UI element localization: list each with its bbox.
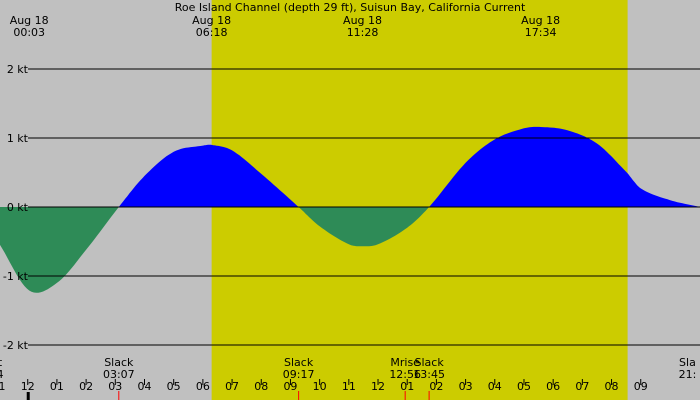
hour-tick-layer: 11 12 01 02 03 04 05 06 07 08 09 10 11 12 01 02 03 04 05 06… bbox=[0, 379, 648, 400]
y-tick-label: -2 kt bbox=[3, 339, 29, 352]
flood-current-area bbox=[118, 144, 299, 207]
hour-tick-label: 08 bbox=[254, 380, 268, 393]
extreme-time-label: 11:28 bbox=[347, 26, 379, 39]
hour-tick-label: 03 bbox=[108, 380, 122, 393]
extreme-time-label: 06:18 bbox=[196, 26, 228, 39]
hour-tick-label: 02 bbox=[79, 380, 93, 393]
y-tick-label: -1 kt bbox=[3, 270, 29, 283]
hour-tick-label: 11 bbox=[342, 380, 356, 393]
current-area-layer bbox=[0, 126, 700, 293]
hour-tick-label: 09 bbox=[283, 380, 297, 393]
extreme-time-label: 00:03 bbox=[13, 26, 45, 39]
hour-tick-label: 11 bbox=[0, 380, 6, 393]
hour-tick-label: 07 bbox=[575, 380, 589, 393]
hour-tick-label: 08 bbox=[605, 380, 619, 393]
hour-tick-label: 10 bbox=[313, 380, 327, 393]
event-name-label: Slack bbox=[104, 356, 134, 369]
event-name-label: Slack bbox=[415, 356, 445, 369]
event-label-layer: t4Slack03:07Slack09:17Mrise12:56Slack13:… bbox=[0, 356, 696, 400]
hour-tick-label: 02 bbox=[429, 380, 443, 393]
gridline-layer bbox=[28, 68, 700, 346]
event-name-label: Slack bbox=[284, 356, 314, 369]
extreme-date-label: Aug 18 bbox=[343, 14, 382, 27]
hour-tick-label: 07 bbox=[225, 380, 239, 393]
hour-tick-label: 06 bbox=[546, 380, 560, 393]
hour-tick-label: 01 bbox=[50, 380, 64, 393]
ebb-current-area bbox=[298, 207, 430, 247]
hour-tick-label: 12 bbox=[21, 380, 35, 393]
event-time-label: 03:07 bbox=[103, 368, 135, 381]
extreme-date-label: Aug 18 bbox=[521, 14, 560, 27]
event-name-label: t bbox=[0, 356, 3, 369]
event-time-label: 13:45 bbox=[413, 368, 445, 381]
event-time-label: 21: bbox=[679, 368, 697, 381]
extreme-date-label: Aug 18 bbox=[192, 14, 231, 27]
midnight-marker bbox=[26, 392, 30, 400]
chart-title: Roe Island Channel (depth 29 ft), Suisun… bbox=[175, 1, 526, 14]
event-time-label: 09:17 bbox=[283, 368, 315, 381]
y-tick-label: 0 kt bbox=[7, 201, 29, 214]
event-name-label: Sla bbox=[679, 356, 696, 369]
hour-tick-label: 09 bbox=[634, 380, 648, 393]
extreme-time-label: 17:34 bbox=[525, 26, 557, 39]
hour-tick-label: 01 bbox=[400, 380, 414, 393]
hour-tick-label: 05 bbox=[517, 380, 531, 393]
y-tick-label: 2 kt bbox=[7, 63, 29, 76]
hour-tick-label: 06 bbox=[196, 380, 210, 393]
hour-tick-label: 04 bbox=[137, 380, 151, 393]
y-tick-label: 1 kt bbox=[7, 132, 29, 145]
flood-current-area bbox=[429, 126, 700, 207]
hour-tick-label: 03 bbox=[459, 380, 473, 393]
extreme-date-label: Aug 18 bbox=[10, 14, 49, 27]
ebb-current-area bbox=[0, 207, 119, 293]
y-tick-label-layer: 2 kt 1 kt 0 kt -1 kt -2 kt bbox=[3, 63, 29, 352]
hour-tick-label: 12 bbox=[371, 380, 385, 393]
hour-tick-label: 04 bbox=[488, 380, 502, 393]
event-name-label: Mrise bbox=[390, 356, 420, 369]
event-time-label: 4 bbox=[0, 368, 4, 381]
event-time-label: 12:56 bbox=[389, 368, 421, 381]
hour-tick-label: 05 bbox=[167, 380, 181, 393]
